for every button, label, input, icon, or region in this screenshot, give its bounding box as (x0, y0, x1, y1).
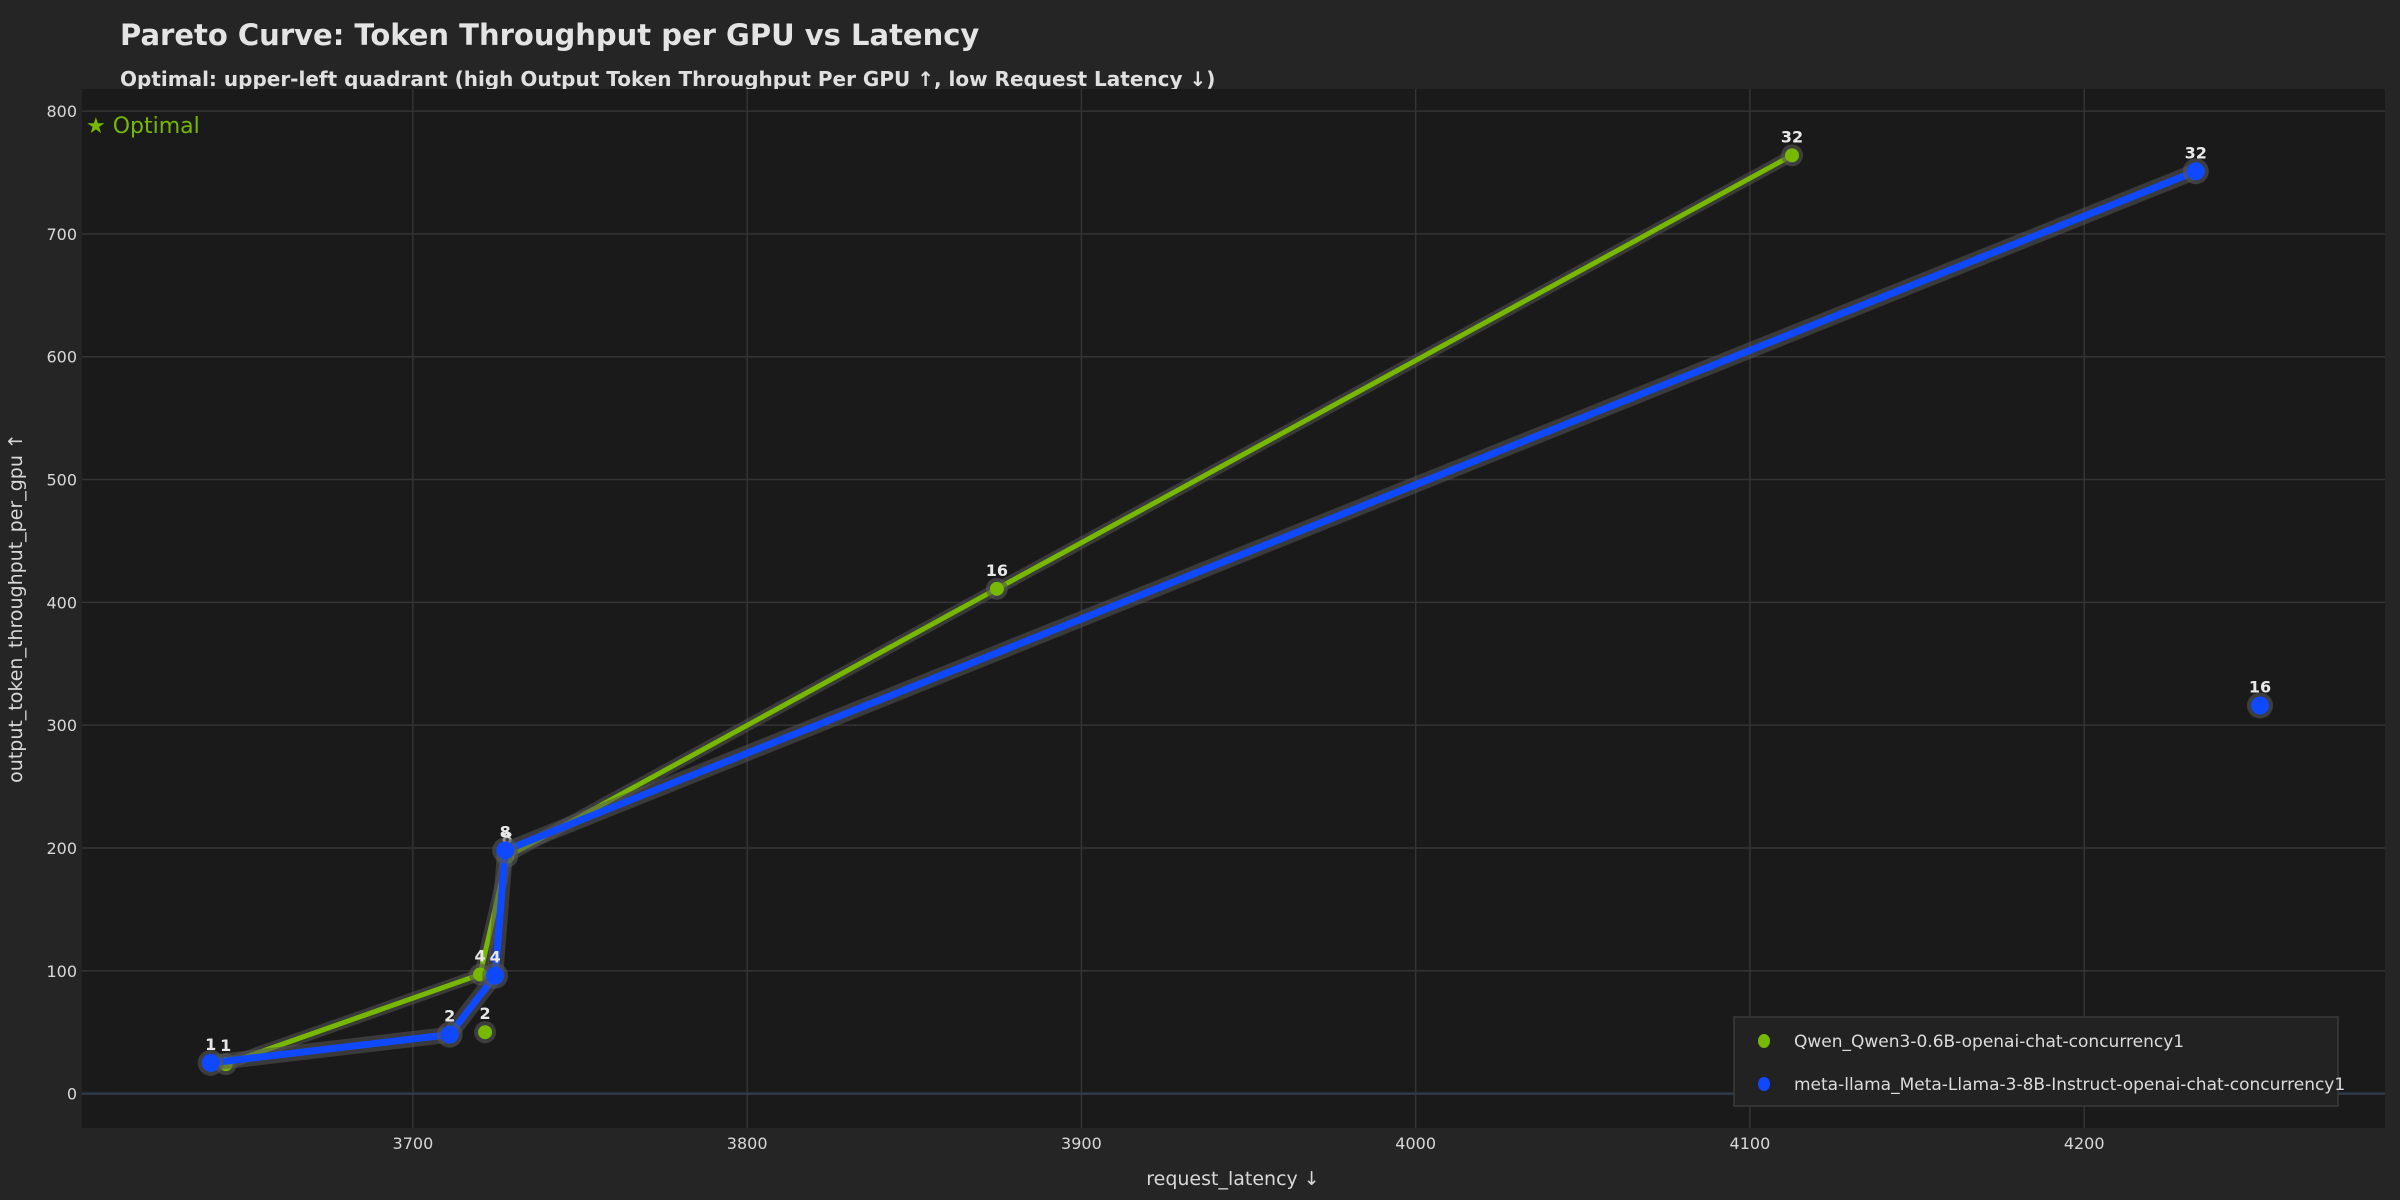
data-series: 1 2 4 8 16 321 2 4 8 16 32 (197, 127, 2273, 1076)
legend-box (1733, 1016, 2339, 1107)
concurrency-label: 16 (2249, 678, 2271, 697)
data-point[interactable] (486, 966, 505, 985)
chart-title: Pareto Curve: Token Throughput per GPU v… (120, 18, 980, 52)
concurrency-label: 2 (444, 1007, 455, 1026)
data-point[interactable] (201, 1053, 220, 1072)
data-point[interactable] (989, 581, 1004, 596)
y-tick-label: 600 (46, 348, 77, 367)
legend-entry[interactable]: Qwen_Qwen3-0.6B-openai-chat-concurrency1 (1794, 1032, 2184, 1052)
y-tick-label: 300 (46, 716, 77, 735)
x-tick-label: 3900 (1061, 1134, 1102, 1153)
data-point[interactable] (2250, 696, 2269, 715)
legend: Qwen_Qwen3-0.6B-openai-chat-concurrency1… (1733, 1016, 2345, 1107)
optimal-annotation: ★ Optimal (86, 114, 200, 139)
legend-entry[interactable]: meta-llama_Meta-Llama-3-8B-Instruct-open… (1794, 1075, 2345, 1095)
concurrency-label: 16 (986, 561, 1008, 580)
axis-ticks: 3700 3800 3900 4000 4100 4200 0 100 200 300 400 500… (46, 102, 2104, 1153)
x-tick-label: 3700 (393, 1134, 434, 1153)
concurrency-label: 32 (2185, 143, 2207, 162)
y-tick-label: 200 (46, 839, 77, 858)
plot-area (82, 89, 2385, 1128)
concurrency-label: 1 (220, 1036, 231, 1055)
data-point[interactable] (496, 841, 515, 860)
y-tick-label: 400 (46, 593, 77, 612)
x-tick-label: 3800 (727, 1134, 768, 1153)
concurrency-label: 4 (475, 946, 486, 965)
x-axis-label: request_latency ↓ (1146, 1168, 1319, 1190)
legend-marker (1758, 1034, 1770, 1048)
chart-subtitle: Optimal: upper-left quadrant (high Outpu… (120, 67, 1216, 91)
data-point[interactable] (478, 1025, 493, 1040)
x-tick-label: 4200 (2064, 1134, 2105, 1153)
legend-marker (1758, 1077, 1770, 1091)
concurrency-label: 1 (205, 1035, 216, 1054)
concurrency-label: 32 (1781, 127, 1803, 146)
y-tick-label: 800 (46, 102, 77, 121)
x-tick-label: 4000 (1395, 1134, 1436, 1153)
concurrency-label: 8 (500, 822, 511, 841)
x-tick-label: 4100 (1730, 1134, 1771, 1153)
y-tick-label: 0 (67, 1085, 77, 1104)
series-1: 1 2 4 8 16 32 (197, 143, 2273, 1076)
data-point[interactable] (1785, 148, 1800, 163)
y-axis-label: output_token_throughput_per_gpu ↑ (5, 433, 27, 783)
y-tick-label: 100 (46, 962, 77, 981)
data-point[interactable] (2186, 162, 2205, 181)
concurrency-label: 2 (480, 1004, 491, 1023)
y-tick-label: 500 (46, 471, 77, 490)
y-tick-label: 700 (46, 225, 77, 244)
data-point[interactable] (440, 1025, 459, 1044)
concurrency-label: 4 (490, 948, 501, 967)
